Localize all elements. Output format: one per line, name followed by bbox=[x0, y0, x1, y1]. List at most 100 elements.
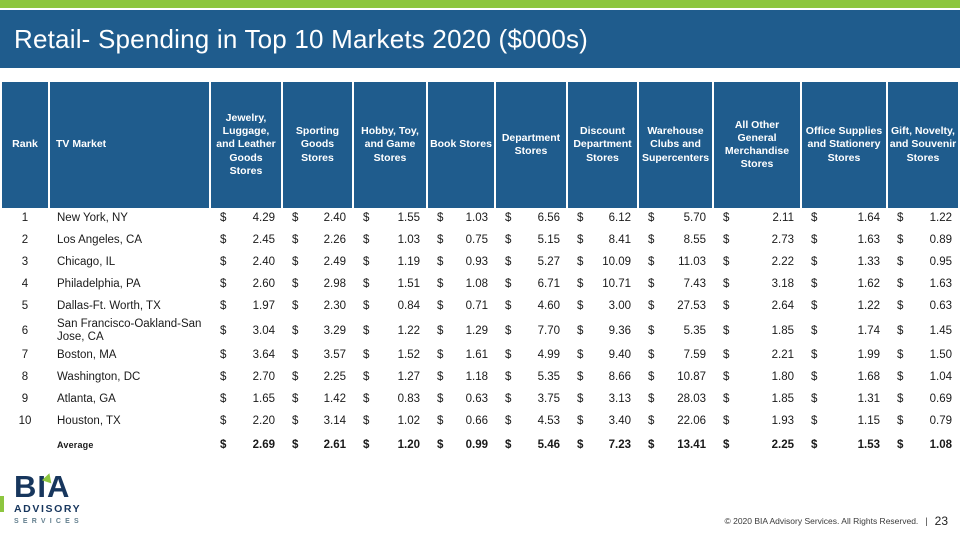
average-label: Average bbox=[48, 432, 210, 459]
cell-value: 4.53 bbox=[537, 414, 560, 427]
cell-value: 1.08 bbox=[465, 278, 488, 291]
cell-value: 3.64 bbox=[252, 348, 275, 361]
currency-symbol: $ bbox=[505, 234, 512, 247]
column-header-3: Sporting Goods Stores bbox=[281, 82, 353, 208]
value-cell: $0.66 bbox=[426, 410, 495, 433]
slide-title-bar: Retail- Spending in Top 10 Markets 2020 … bbox=[0, 10, 960, 68]
cell-value: 2.25 bbox=[323, 370, 346, 383]
currency-symbol: $ bbox=[437, 324, 444, 337]
cell-value: 6.71 bbox=[537, 278, 560, 291]
cell-value: 0.83 bbox=[397, 392, 420, 405]
value-cell: $3.29 bbox=[281, 318, 353, 345]
average-row: Average $2.69 $2.61 $1.20 $0.99 $5.46 $7.23 $13… bbox=[2, 432, 958, 459]
currency-symbol: $ bbox=[577, 212, 584, 225]
currency-symbol: $ bbox=[577, 278, 584, 291]
cell-value: 2.11 bbox=[772, 212, 794, 225]
currency-symbol: $ bbox=[292, 256, 299, 269]
cell-value: 1.15 bbox=[857, 414, 880, 427]
cell-value: 6.12 bbox=[608, 212, 631, 225]
value-cell: $0.89 bbox=[886, 230, 958, 252]
cell-value: 1.19 bbox=[397, 256, 420, 269]
value-cell: $0.63 bbox=[426, 388, 495, 411]
currency-symbol: $ bbox=[505, 414, 512, 427]
value-cell: $2.61 bbox=[281, 432, 353, 459]
value-cell: $5.15 bbox=[494, 230, 567, 252]
table-row: 6 San Francisco-Oakland-San Jose, CA $3.04… bbox=[2, 318, 958, 345]
currency-symbol: $ bbox=[292, 278, 299, 291]
currency-symbol: $ bbox=[723, 414, 730, 427]
currency-symbol: $ bbox=[505, 392, 512, 405]
spending-table: Rank TV Market Jewelry, Luggage, and Leath… bbox=[2, 82, 958, 459]
value-cell: $2.40 bbox=[209, 252, 282, 274]
currency-symbol: $ bbox=[723, 392, 730, 405]
rank-cell: 8 bbox=[21, 370, 29, 383]
currency-symbol: $ bbox=[292, 300, 299, 313]
value-cell: $0.79 bbox=[886, 410, 958, 433]
cell-value: 0.93 bbox=[465, 256, 488, 269]
cell-value: 13.41 bbox=[677, 438, 706, 451]
cell-value: 7.23 bbox=[608, 438, 631, 451]
cell-value: 5.35 bbox=[537, 370, 560, 383]
cell-value: 2.69 bbox=[252, 438, 275, 451]
value-cell: $0.69 bbox=[886, 388, 958, 411]
cell-value: 0.89 bbox=[929, 234, 952, 247]
bia-logo-wordmark: BIA bbox=[14, 471, 124, 502]
cell-value: 1.61 bbox=[465, 348, 488, 361]
currency-symbol: $ bbox=[505, 324, 512, 337]
cell-value: 0.66 bbox=[465, 414, 488, 427]
currency-symbol: $ bbox=[577, 256, 584, 269]
rank-cell: 3 bbox=[21, 256, 29, 269]
value-cell: $1.29 bbox=[426, 318, 495, 345]
market-cell: Houston, TX bbox=[48, 410, 210, 433]
cell-value: 1.20 bbox=[397, 438, 420, 451]
table-row: 3 Chicago, IL $2.40 $2.49 $1.19 $0.93 $5.27 $10… bbox=[2, 252, 958, 274]
currency-symbol: $ bbox=[292, 234, 299, 247]
value-cell: $0.93 bbox=[426, 252, 495, 274]
value-cell: $1.65 bbox=[209, 388, 282, 411]
currency-symbol: $ bbox=[220, 348, 227, 361]
table-row: 7 Boston, MA $3.64 $3.57 $1.52 $1.61 $4.99 $9.4… bbox=[2, 344, 958, 367]
value-cell: $2.45 bbox=[209, 230, 282, 252]
value-cell: $1.93 bbox=[712, 410, 801, 433]
currency-symbol: $ bbox=[723, 212, 730, 225]
value-cell: $2.20 bbox=[209, 410, 282, 433]
header-row: Rank TV Market Jewelry, Luggage, and Leath… bbox=[2, 82, 958, 208]
value-cell: $2.30 bbox=[281, 296, 353, 318]
currency-symbol: $ bbox=[363, 256, 370, 269]
cell-value: 1.45 bbox=[929, 324, 952, 337]
market-cell: San Francisco-Oakland-San Jose, CA bbox=[48, 318, 210, 345]
value-cell: $5.46 bbox=[494, 432, 567, 459]
currency-symbol: $ bbox=[292, 212, 299, 225]
currency-symbol: $ bbox=[897, 438, 904, 451]
table-row: 10 Houston, TX $2.20 $3.14 $1.02 $0.66 $4.53 $3… bbox=[2, 410, 958, 433]
market-cell: Chicago, IL bbox=[48, 252, 210, 274]
logo-services-text: SERVICES bbox=[14, 518, 83, 526]
cell-value: 1.50 bbox=[929, 348, 952, 361]
cell-value: 2.40 bbox=[323, 212, 346, 225]
value-cell: $1.52 bbox=[352, 344, 427, 367]
cell-value: 2.25 bbox=[771, 438, 794, 451]
cell-value: 1.08 bbox=[929, 438, 952, 451]
market-cell: Dallas-Ft. Worth, TX bbox=[48, 296, 210, 318]
cell-value: 1.63 bbox=[929, 278, 952, 291]
currency-symbol: $ bbox=[220, 438, 227, 451]
currency-symbol: $ bbox=[292, 414, 299, 427]
rank-cell: 9 bbox=[21, 392, 29, 405]
value-cell: $1.15 bbox=[800, 410, 887, 433]
table-row: 4 Philadelphia, PA $2.60 $2.98 $1.51 $1.08 $6.… bbox=[2, 274, 958, 296]
value-cell: $5.35 bbox=[637, 318, 713, 345]
currency-symbol: $ bbox=[897, 348, 904, 361]
currency-symbol: $ bbox=[648, 234, 655, 247]
cell-value: 2.73 bbox=[771, 234, 794, 247]
cell-value: 5.70 bbox=[683, 212, 706, 225]
cell-value: 2.40 bbox=[252, 256, 275, 269]
market-cell: New York, NY bbox=[48, 208, 210, 230]
logo-advisory-text: ADVISORY bbox=[14, 503, 82, 516]
table-row: 2 Los Angeles, CA $2.45 $2.26 $1.03 $0.75 $5.1… bbox=[2, 230, 958, 252]
cell-value: 1.22 bbox=[397, 324, 420, 337]
table-row: 8 Washington, DC $2.70 $2.25 $1.27 $1.18 $5.35… bbox=[2, 366, 958, 389]
value-cell: $0.84 bbox=[352, 296, 427, 318]
currency-symbol: $ bbox=[723, 324, 730, 337]
left-edge-accent bbox=[0, 496, 4, 512]
currency-symbol: $ bbox=[648, 278, 655, 291]
